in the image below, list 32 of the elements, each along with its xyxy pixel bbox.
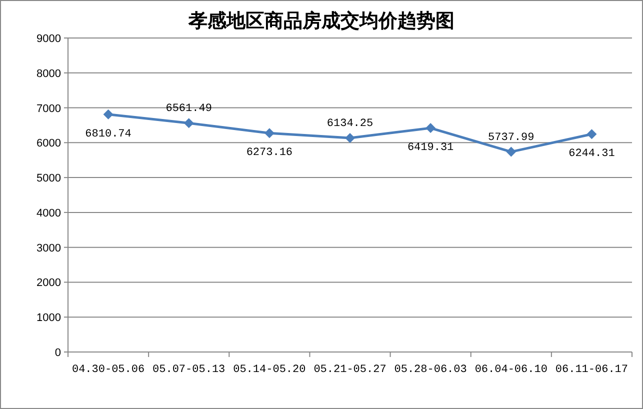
data-label: 6134.25 [326,118,374,130]
y-tick-label: 8000 [36,68,61,80]
x-tick-label: 05.07-05.13 [152,364,226,376]
point [103,109,114,120]
y-tick-label: 6000 [36,138,61,150]
data-label: 5737.99 [488,132,534,144]
point [586,129,597,140]
y-tick-label: 9000 [36,33,61,45]
data-label: 6244.31 [568,148,616,160]
data-label: 6561.49 [166,103,212,116]
point [345,132,355,143]
x-tick-label: 05.21-05.27 [314,364,386,376]
y-tick-label: 1000 [36,312,61,324]
x-tick-label: 06.11-06.17 [555,364,628,376]
x-tick-label: 05.14-05.20 [233,364,306,376]
x-tick-label: 05.28-06.03 [394,364,467,376]
x-tick-label: 06.04-06.10 [474,364,548,376]
y-tick-label: 4000 [36,207,61,220]
point [426,123,436,134]
data-label: 6419.31 [407,142,454,154]
y-tick-label: 0 [54,347,61,359]
point [506,146,516,157]
y-tick-label: 2000 [36,277,61,290]
data-label: 6273.16 [246,147,293,160]
y-tick-label: 5000 [36,172,61,185]
point [264,128,274,138]
y-tick-label: 3000 [36,242,61,254]
x-tick-label: 04.30-05.06 [72,364,145,376]
data-label: 6810.74 [85,128,132,140]
y-tick-label: 7000 [36,102,61,115]
chart-title: 孝感地区商品房成交均价趋势图 [188,10,454,32]
point [184,118,194,128]
